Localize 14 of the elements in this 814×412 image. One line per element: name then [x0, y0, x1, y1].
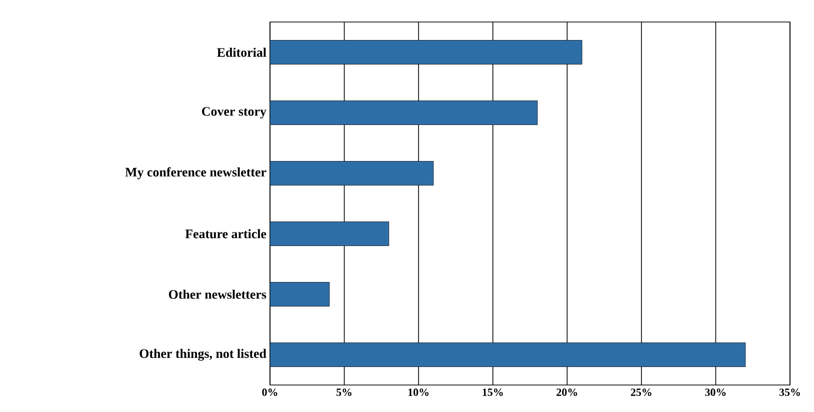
y-tick-label: Other newsletters [168, 290, 266, 299]
y-tick-label: Other things, not listed [140, 348, 266, 361]
x-tick-label: 30% [705, 388, 726, 396]
x-tick-label: 0% [262, 388, 278, 396]
x-tick-label: 35% [779, 388, 800, 396]
x-tick-label: 25% [630, 388, 652, 396]
x-tick-label: 5% [336, 388, 352, 396]
y-tick-label: Cover story [202, 107, 266, 118]
x-tick-label: 20% [556, 388, 578, 396]
x-tick-label: 15% [482, 388, 503, 396]
y-tick-label: Feature article [185, 229, 266, 238]
y-tick-label: My conference newsletter [125, 167, 266, 180]
x-tick-label: 10% [408, 388, 428, 396]
y-tick-label: Editorial [217, 48, 266, 57]
